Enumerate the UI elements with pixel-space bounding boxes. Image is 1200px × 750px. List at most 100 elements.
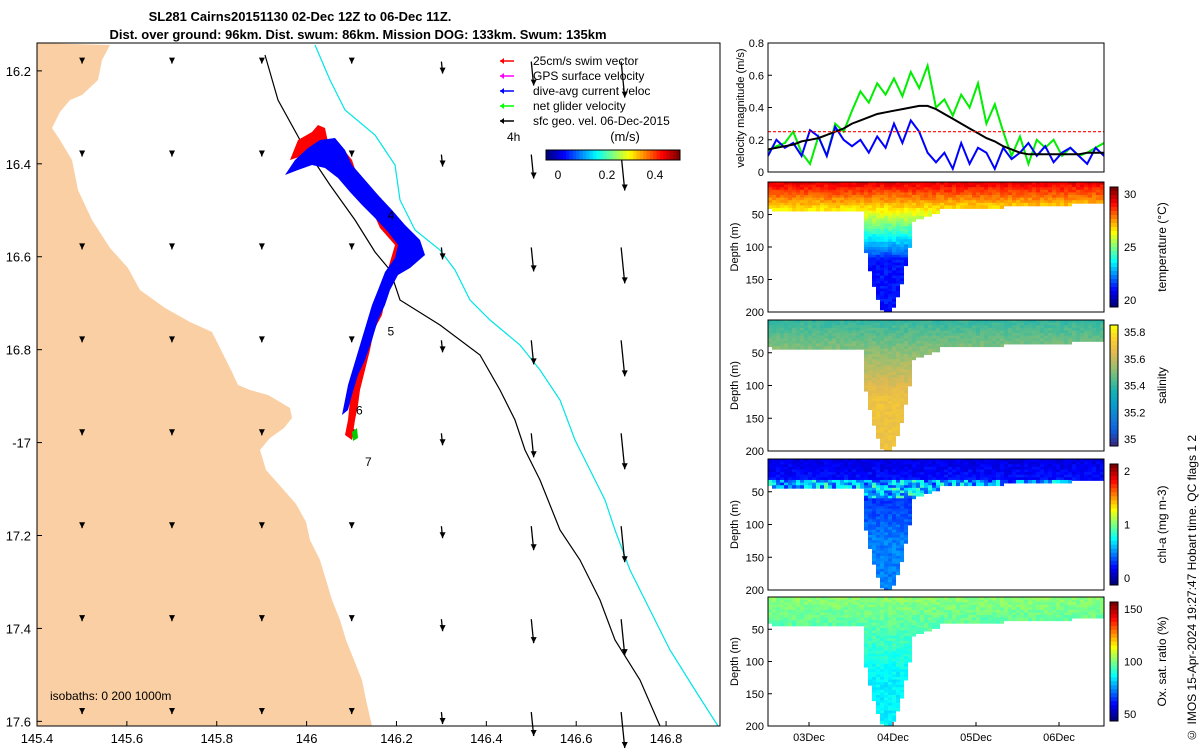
section-cell	[880, 359, 884, 363]
section-cell	[1052, 195, 1056, 199]
section-cell	[1052, 187, 1056, 191]
legend-arrowhead	[500, 118, 504, 124]
section-cell	[780, 597, 784, 601]
section-cell	[808, 459, 812, 463]
section-cell	[896, 375, 900, 379]
section-cell	[896, 514, 900, 518]
section-cell	[776, 477, 780, 481]
section-cell	[872, 697, 876, 702]
section-cell	[932, 327, 936, 332]
section-cell	[780, 205, 784, 209]
section-colorbar-cell	[1110, 413, 1118, 419]
section-cell	[1004, 474, 1008, 479]
section-cell	[1048, 340, 1052, 345]
section-cell	[852, 335, 856, 340]
section-cell	[884, 702, 888, 707]
section-cell	[956, 325, 960, 329]
section-cell	[888, 604, 892, 609]
section-cell	[864, 333, 868, 337]
section-cell	[932, 210, 936, 215]
section-cell	[820, 474, 824, 479]
section-cell	[792, 597, 796, 601]
section-cell	[892, 265, 896, 269]
section-cell	[924, 474, 928, 479]
section-cell	[900, 545, 904, 549]
section-cell	[908, 648, 912, 653]
section-cell	[776, 597, 780, 601]
section-cell	[924, 184, 928, 189]
section-cell	[888, 459, 892, 463]
section-cell	[876, 498, 880, 502]
section-cell	[908, 612, 912, 616]
section-cell	[896, 658, 900, 663]
section-cell	[1004, 459, 1008, 463]
section-cell	[1076, 474, 1080, 479]
section-cell	[880, 679, 884, 684]
section-cell	[1004, 469, 1008, 473]
section-cell	[972, 477, 976, 481]
colorbar-cell	[643, 150, 647, 160]
section-cell	[820, 459, 824, 463]
section-cell	[880, 633, 884, 637]
section-cell	[920, 630, 924, 635]
section-cell	[944, 479, 948, 484]
section-cell	[956, 330, 960, 334]
section-cell	[968, 205, 972, 209]
section-colorbar-label: temperature (°C)	[1155, 202, 1169, 292]
section-cell	[864, 630, 868, 635]
section-cell	[1012, 322, 1016, 327]
section-cell	[884, 395, 888, 400]
section-cell	[784, 343, 788, 348]
section-cell	[976, 343, 980, 348]
section-cell	[896, 221, 900, 225]
section-cell	[820, 182, 824, 186]
section-cell	[948, 599, 952, 604]
section-cell	[904, 529, 908, 534]
section-cell	[832, 192, 836, 196]
section-cell	[1064, 187, 1068, 191]
section-cell	[872, 244, 876, 248]
section-cell	[884, 635, 888, 640]
section-cell	[868, 482, 872, 487]
section-cell	[872, 210, 876, 215]
section-cell	[944, 612, 948, 616]
section-cell	[1080, 335, 1084, 340]
section-cell	[896, 569, 900, 573]
section-cell	[772, 461, 776, 466]
section-cell	[988, 322, 992, 327]
section-cell	[864, 325, 868, 329]
section-cell	[884, 540, 888, 544]
section-cell	[964, 330, 968, 334]
section-cell	[820, 335, 824, 340]
section-cell	[800, 472, 804, 476]
section-cell	[848, 466, 852, 471]
section-cell	[892, 607, 896, 611]
section-cell	[1016, 464, 1020, 468]
section-cell	[864, 343, 868, 348]
section-cell	[960, 187, 964, 191]
section-cell	[868, 648, 872, 653]
section-cell	[1100, 461, 1104, 466]
section-cell	[980, 330, 984, 334]
section-cell	[792, 617, 796, 622]
section-cell	[928, 327, 932, 332]
section-cell	[876, 540, 880, 544]
section-cell	[992, 320, 996, 324]
section-cell	[860, 189, 864, 194]
section-cell	[872, 640, 876, 645]
section-cell	[1072, 192, 1076, 196]
section-cell	[788, 464, 792, 468]
sfc-vector-head	[348, 336, 355, 343]
section-colorbar-cell	[1110, 524, 1118, 530]
section-cell	[892, 664, 896, 668]
section-cell	[888, 466, 892, 471]
section-cell	[924, 482, 928, 487]
section-cell	[960, 330, 964, 334]
section-cell	[856, 340, 860, 345]
section-cell	[912, 472, 916, 476]
section-cell	[924, 597, 928, 601]
section-cell	[976, 187, 980, 191]
section-colorbar-cell	[1110, 433, 1118, 439]
section-cell	[820, 327, 824, 332]
section-cell	[868, 213, 872, 217]
